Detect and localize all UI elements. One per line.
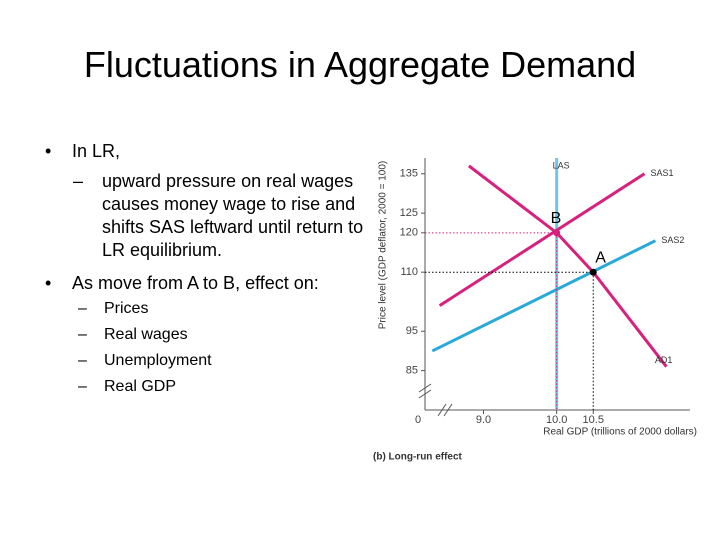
y-tick-label: 95	[406, 325, 418, 337]
sub-bullet: Unemployment	[78, 348, 212, 374]
x-tick-label: 10.5	[583, 414, 604, 426]
bullet: As move from A to B, effect on:	[45, 270, 319, 296]
x-tick-label: 10.0	[546, 414, 567, 426]
series-line	[467, 164, 668, 368]
x-axis-title: Real GDP (trillions of 2000 dollars)	[543, 427, 697, 438]
slide-title: Fluctuations in Aggregate Demand	[83, 44, 637, 85]
chart-caption: (b) Long-run effect	[373, 452, 463, 463]
y-tick-label: 85	[406, 365, 418, 377]
bullet: In LR,	[45, 138, 120, 164]
point	[553, 229, 561, 237]
y-axis-title: Price level (GDP deflator, 2000 = 100)	[378, 161, 389, 330]
y-tick-label: 135	[400, 168, 418, 180]
point-label: A	[595, 249, 606, 266]
x-tick-label: 9.0	[476, 414, 491, 426]
point-label: B	[551, 210, 562, 227]
series-label: LAS	[553, 160, 570, 170]
point	[589, 268, 597, 276]
series-label: AD1	[655, 355, 673, 365]
sub-bullet: Real GDP	[78, 374, 176, 400]
y-tick-label: 120	[400, 227, 418, 239]
series-line	[438, 172, 646, 307]
origin-label: 0	[415, 414, 421, 426]
sub-bullet: Prices	[78, 296, 149, 322]
sub-bullet: Real wages	[78, 322, 187, 348]
series-line	[431, 239, 657, 353]
series-label: SAS1	[650, 168, 673, 178]
sub-bullet: upward pressure on real wages causes mon…	[73, 170, 374, 262]
y-tick-label: 110	[400, 266, 418, 278]
y-tick-label: 125	[400, 207, 418, 219]
series-label: SAS2	[661, 235, 684, 245]
axis-break	[418, 383, 453, 417]
